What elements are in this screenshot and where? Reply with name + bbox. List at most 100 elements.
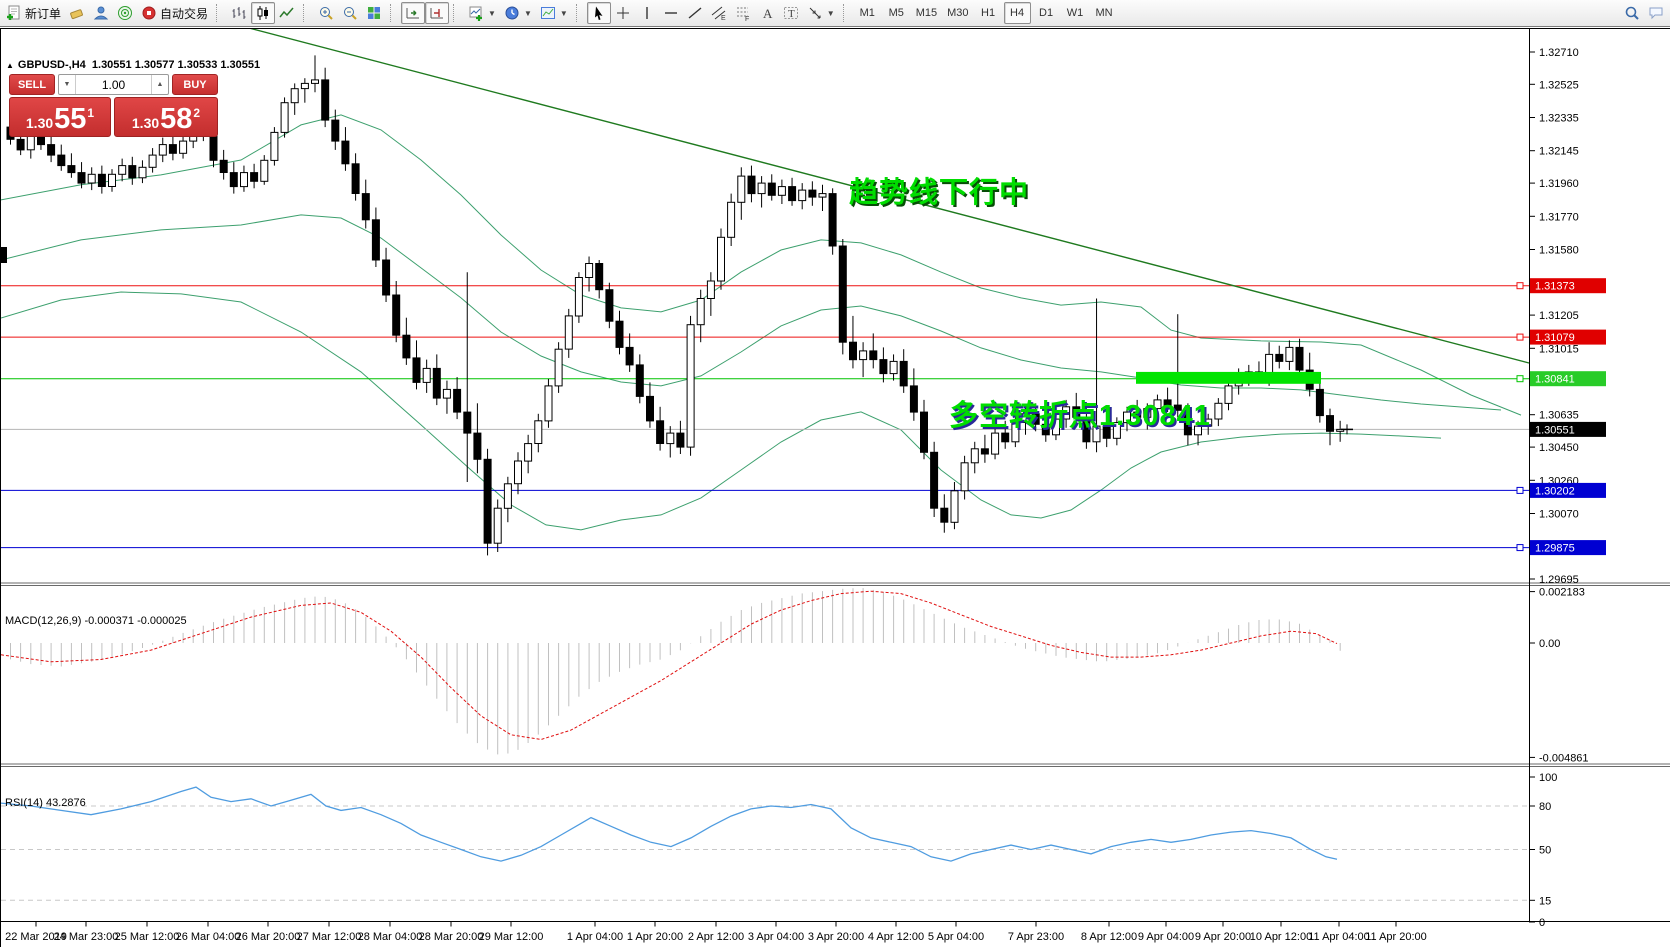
symbol-name: GBPUSD-,H4: [17, 59, 86, 71]
zoom-in-icon: [320, 7, 333, 20]
buy-button[interactable]: BUY: [172, 74, 218, 95]
timeframe-button-m1[interactable]: M1: [854, 2, 881, 24]
line-chart-icon: [279, 7, 294, 18]
svg-text:3 Apr 04:00: 3 Apr 04:00: [748, 931, 804, 943]
ohlc-low: 1.30533: [177, 59, 218, 71]
search-icon: [1625, 6, 1639, 20]
community-button[interactable]: [89, 2, 113, 24]
dropdown-caret: ▼: [523, 8, 532, 18]
svg-text:-0.004861: -0.004861: [1539, 752, 1589, 764]
cursor-icon: [594, 6, 603, 20]
svg-text:15: 15: [1539, 895, 1551, 907]
chart-shift-icon: [430, 8, 444, 19]
fibonacci-tool-button[interactable]: F: [731, 2, 755, 24]
svg-text:9 Apr 04:00: 9 Apr 04:00: [1138, 931, 1194, 943]
volume-input[interactable]: [76, 76, 151, 93]
collapse-triangle-icon: ▲: [6, 61, 14, 70]
horizontal-line-tool-button[interactable]: [659, 2, 683, 24]
timeframe-button-mn[interactable]: MN: [1091, 2, 1118, 24]
symbol-info-bar[interactable]: ▲ GBPUSD-,H4 1.30551 1.30577 1.30533 1.30…: [6, 59, 260, 71]
signals-button[interactable]: [113, 2, 137, 24]
arrows-dropdown-button[interactable]: ▼: [803, 2, 839, 24]
chart-canvas[interactable]: 1.32710 1.32525 1.32335 1.32145 1.31960 1.317…: [1, 28, 1670, 947]
volume-decrease-button[interactable]: ▼: [59, 75, 76, 94]
timeframe-button-w1[interactable]: W1: [1062, 2, 1089, 24]
svg-text:50: 50: [1539, 845, 1551, 857]
svg-text:1.29695: 1.29695: [1539, 574, 1579, 586]
macd-indicator-label: MACD(12,26,9) -0.000371 -0.000025: [5, 615, 187, 627]
search-button[interactable]: [1620, 2, 1644, 24]
timeframe-button-d1[interactable]: D1: [1033, 2, 1060, 24]
macd-panel: [1, 588, 1341, 755]
person-icon: [93, 6, 109, 20]
chat-button[interactable]: [1644, 2, 1668, 24]
text-tool-button[interactable]: A: [755, 2, 779, 24]
svg-text:25 Mar 12:00: 25 Mar 12:00: [115, 931, 180, 943]
trendline-tool-button[interactable]: [683, 2, 707, 24]
svg-text:0.002183: 0.002183: [1539, 587, 1585, 599]
svg-text:8 Apr 12:00: 8 Apr 12:00: [1081, 931, 1137, 943]
templates-dropdown-button[interactable]: ▼: [536, 2, 572, 24]
buy-price-tile[interactable]: 1.30 58 2: [114, 97, 218, 137]
new-order-button[interactable]: 新订单: [2, 2, 65, 24]
indicators-dropdown-button[interactable]: ▼: [464, 2, 500, 24]
sell-price-tile[interactable]: 1.30 55 1: [9, 97, 111, 137]
svg-text:10 Apr 12:00: 10 Apr 12:00: [1250, 931, 1312, 943]
buy-price-big: 58: [160, 103, 193, 135]
auto-scroll-icon: [406, 8, 420, 19]
svg-text:1.31960: 1.31960: [1539, 178, 1579, 190]
timeframe-button-m5[interactable]: M5: [883, 2, 910, 24]
auto-scroll-button[interactable]: [401, 2, 426, 24]
price-axis[interactable]: 1.32710 1.32525 1.32335 1.32145 1.31960 1.317…: [1529, 47, 1606, 929]
cursor-tool-button[interactable]: [586, 2, 611, 24]
svg-text:0.00: 0.00: [1539, 638, 1560, 650]
equidistant-channel-icon: E: [711, 6, 726, 21]
timeframe-button-h1[interactable]: H1: [975, 2, 1002, 24]
svg-text:26 Mar 04:00: 26 Mar 04:00: [176, 931, 241, 943]
timeframe-button-m15[interactable]: M15: [912, 2, 941, 24]
panel-borders: [1, 28, 1670, 922]
new-order-label: 新订单: [25, 6, 62, 21]
crosshair-tool-button[interactable]: [611, 2, 635, 24]
chart-shift-button[interactable]: [425, 2, 450, 24]
dropdown-caret: ▼: [559, 8, 568, 18]
svg-text:F: F: [745, 16, 749, 21]
autotrade-button[interactable]: 自动交易: [137, 2, 212, 24]
zoom-in-button[interactable]: [314, 2, 338, 24]
sell-button[interactable]: SELL: [9, 74, 55, 95]
bar-chart-icon: [232, 7, 246, 19]
trendline-annotation: 趋势线下行中: [849, 177, 1030, 209]
text-label-tool-button[interactable]: T: [779, 2, 803, 24]
svg-text:1.30635: 1.30635: [1539, 410, 1579, 422]
vertical-line-tool-button[interactable]: [635, 2, 659, 24]
buy-price-small: 1.30: [131, 115, 160, 131]
candle-chart-mode-button[interactable]: [251, 2, 276, 24]
svg-text:11 Apr 20:00: 11 Apr 20:00: [1365, 931, 1427, 943]
svg-text:1.31079: 1.31079: [1535, 332, 1575, 344]
horizontal-line-icon: [664, 12, 677, 14]
channel-tool-button[interactable]: E: [707, 2, 731, 24]
tile-windows-button[interactable]: [362, 2, 386, 24]
add-indicator-icon: [469, 6, 483, 21]
dropdown-caret: ▼: [826, 8, 835, 18]
periods-dropdown-button[interactable]: ▼: [500, 2, 536, 24]
svg-text:1.30070: 1.30070: [1539, 509, 1579, 521]
svg-text:1.30202: 1.30202: [1535, 485, 1575, 497]
line-chart-mode-button[interactable]: [275, 2, 299, 24]
timeframe-button-h4[interactable]: H4: [1003, 2, 1031, 24]
ohlc-close: 1.30551: [220, 59, 261, 71]
clock-icon: [505, 6, 519, 20]
timeframe-bar: M1 M5 M15 M30 H1 H4 D1 W1 MN: [854, 2, 1118, 24]
svg-text:24 Mar 23:00: 24 Mar 23:00: [54, 931, 119, 943]
svg-text:1.31580: 1.31580: [1539, 245, 1579, 257]
zoom-out-button[interactable]: [338, 2, 362, 24]
bar-chart-mode-button[interactable]: [227, 2, 251, 24]
pivot-annotation: 多空转折点1.30841: [949, 400, 1211, 432]
svg-text:1.32525: 1.32525: [1539, 79, 1579, 91]
main-toolbar: 新订单 自动交易 ▼ ▼: [0, 0, 1670, 27]
timeframe-button-m30[interactable]: M30: [943, 2, 972, 24]
svg-text:80: 80: [1539, 801, 1551, 813]
volume-increase-button[interactable]: ▲: [151, 75, 168, 94]
eraser-button[interactable]: [65, 2, 89, 24]
